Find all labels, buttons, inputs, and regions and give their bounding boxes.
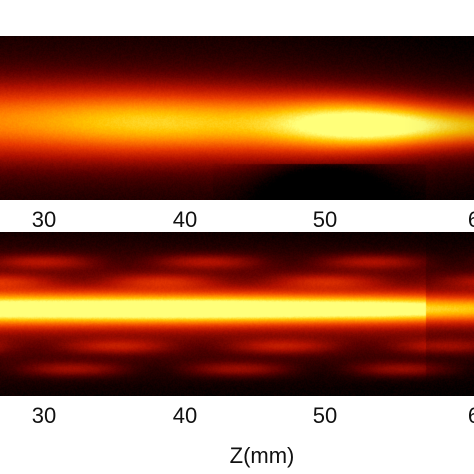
x-axis-label: Z(mm)	[230, 443, 295, 468]
top-tick-label-50: 50	[313, 207, 337, 232]
top-tick-label-60: 6	[468, 207, 474, 232]
top-heatmap-vignette	[0, 36, 474, 200]
bottom-panel: 30 40 50 6 Z(mm)	[0, 232, 474, 468]
top-tick-label-40: 40	[173, 207, 197, 232]
bottom-tick-label-60: 6	[468, 403, 474, 428]
top-panel: 30 40 50 6	[0, 36, 474, 232]
bottom-tick-label-30: 30	[32, 403, 56, 428]
bottom-heatmap-image	[0, 232, 474, 396]
bottom-tick-label-40: 40	[173, 403, 197, 428]
bottom-tick-label-50: 50	[313, 403, 337, 428]
top-tick-label-30: 30	[32, 207, 56, 232]
